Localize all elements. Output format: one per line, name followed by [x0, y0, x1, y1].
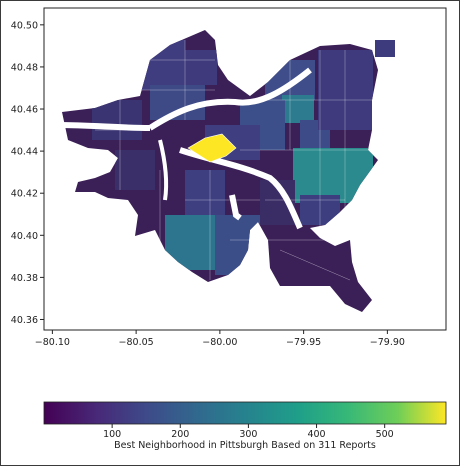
- colorbar-ticks: 100 200 300 400 500: [103, 424, 394, 440]
- y-tick-label: 40.44: [11, 147, 38, 158]
- y-tick-label: 40.40: [11, 231, 38, 242]
- neighborhood-east-b: [282, 95, 314, 123]
- colorbar-gradient: [43, 401, 447, 425]
- colorbar: 100 200 300 400 500 Best Neighborhood in Pit…: [43, 401, 447, 451]
- neighborhood-south-c: [185, 170, 225, 215]
- neighborhood-north-a: [140, 40, 185, 90]
- ohio-river: [57, 122, 151, 131]
- neighborhood-south-b: [215, 215, 260, 275]
- neighborhood-west-a: [92, 100, 142, 140]
- pittsburgh-map: [57, 30, 395, 312]
- river-gap-west: [158, 139, 169, 201]
- colorbar-tick-label: 500: [376, 429, 394, 440]
- colorbar-tick-label: 100: [103, 429, 121, 440]
- river-gap-south: [229, 194, 242, 221]
- x-tick-label: −80.00: [202, 337, 237, 348]
- x-tick-label: −80.05: [119, 337, 154, 348]
- neighborhood-south-d: [115, 150, 155, 190]
- x-axis: −80.10 −80.05 −80.00 −79.95 −79.90: [35, 330, 405, 348]
- neighborhood-squirrel-hill: [293, 148, 373, 203]
- neighborhood-north-c: [185, 50, 217, 85]
- axes-frame: [43, 7, 447, 331]
- neighborhood-outlier: [375, 40, 395, 57]
- y-axis: 40.36 40.38 40.40 40.42 40.44 40.46 40.48 40.50: [11, 20, 44, 326]
- y-tick-label: 40.48: [11, 62, 38, 73]
- y-tick-label: 40.38: [11, 273, 38, 284]
- y-tick-label: 40.50: [11, 20, 38, 31]
- allegheny-river: [148, 67, 312, 131]
- colorbar-tick-label: 400: [307, 429, 325, 440]
- neighborhood-south-a: [165, 215, 215, 270]
- x-tick-label: −80.10: [35, 337, 70, 348]
- y-tick-label: 40.46: [11, 105, 38, 116]
- y-tick-label: 40.36: [11, 315, 38, 326]
- neighborhood-east-d: [318, 50, 373, 130]
- x-tick-label: −79.95: [286, 337, 321, 348]
- neighborhood-downtown-highlight: [187, 133, 237, 163]
- colorbar-tick-label: 300: [239, 429, 257, 440]
- y-tick-label: 40.42: [11, 189, 38, 200]
- x-tick-label: −79.90: [370, 337, 405, 348]
- colorbar-label: Best Neighborhood in Pittsburgh Based on…: [114, 440, 376, 451]
- colorbar-tick-label: 200: [171, 429, 189, 440]
